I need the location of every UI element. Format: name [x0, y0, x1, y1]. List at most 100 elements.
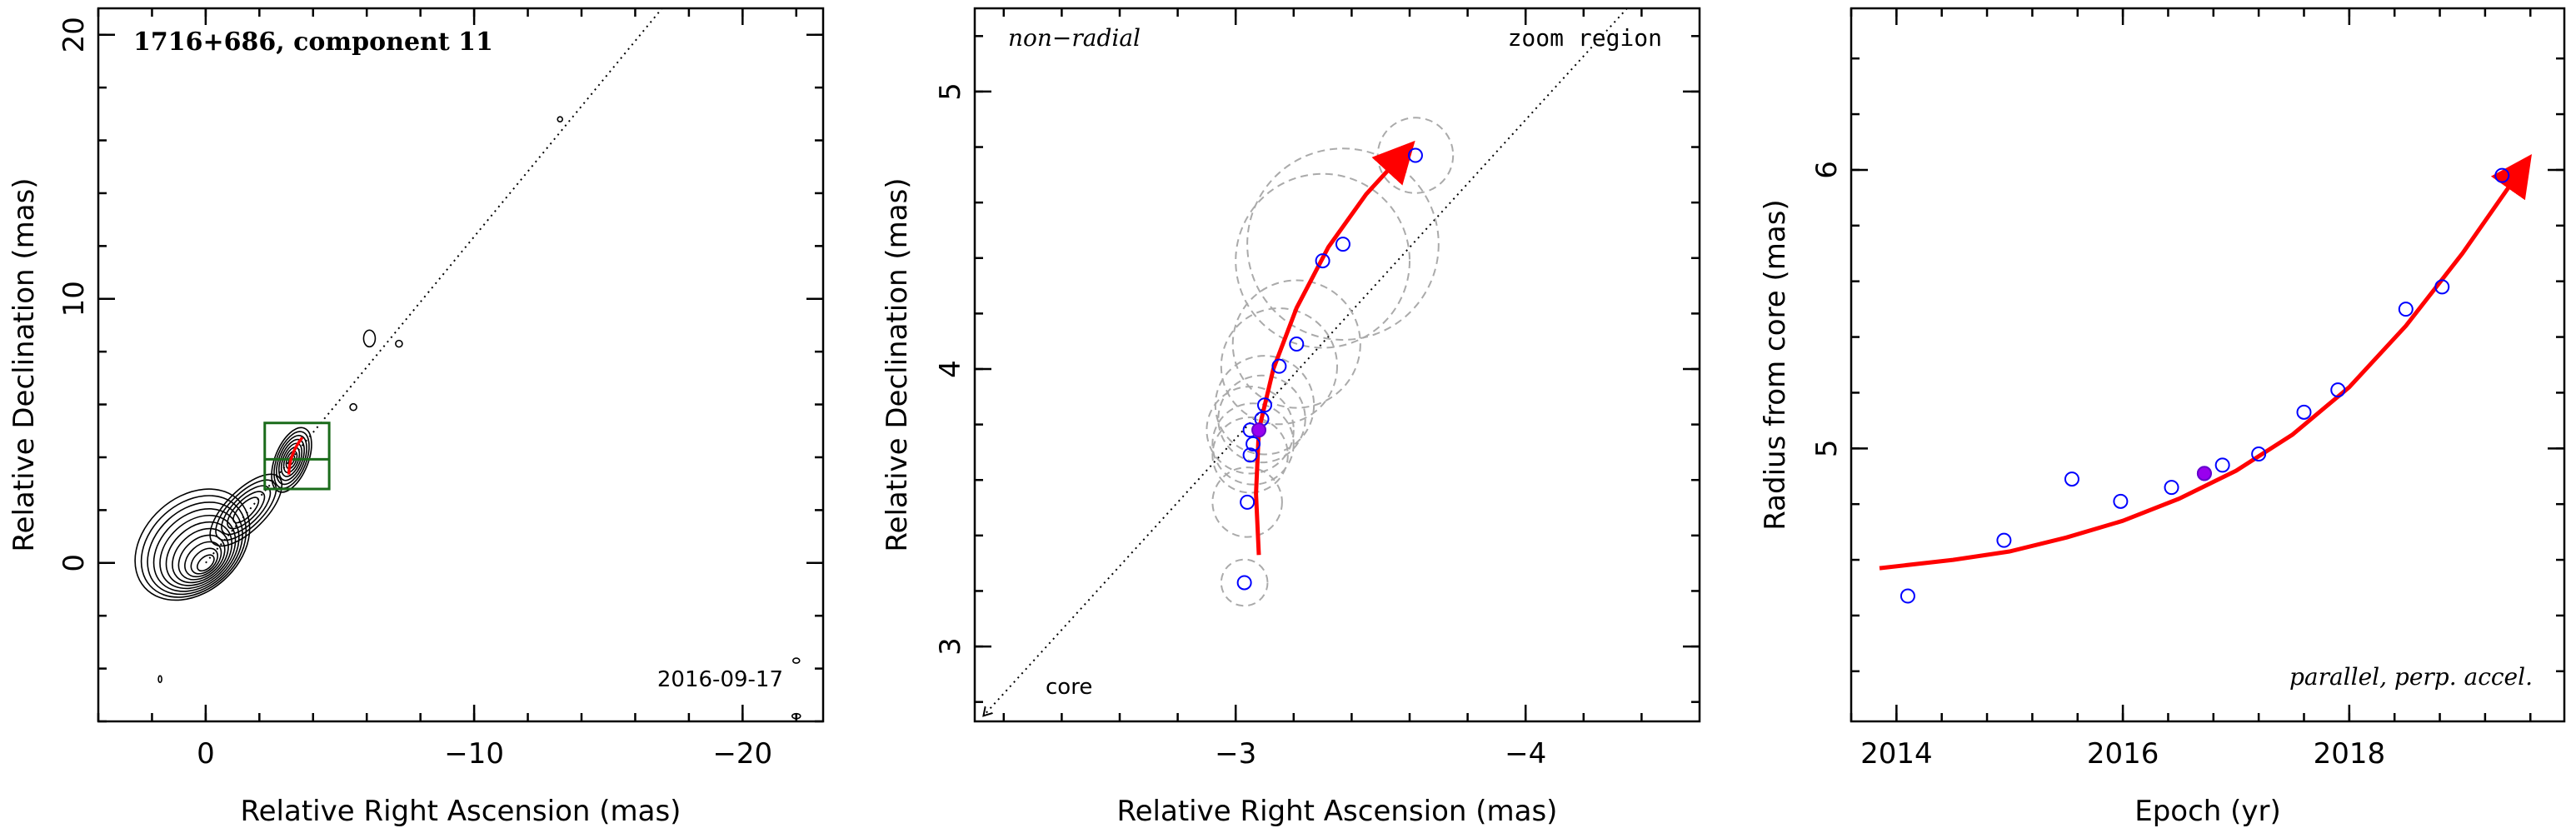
error-circle [1206, 386, 1295, 475]
core-contour [159, 514, 237, 590]
outlying-contour [349, 402, 357, 412]
outlying-contour [557, 116, 564, 122]
panel-1-x-tick-label: 0 [197, 737, 215, 771]
core-contour [134, 488, 251, 601]
core-contour [172, 527, 229, 584]
data-point [2330, 382, 2346, 398]
data-point [1240, 494, 1256, 510]
zoom-box [263, 421, 331, 491]
panel-2-x-tick-label: −3 [1215, 737, 1256, 771]
panel-1-date-label: 2016-09-17 [657, 667, 783, 692]
jet-contour [221, 485, 272, 536]
panel-1-contour-map: 0 −10 −20 0 10 20 1716+686, component 11 2016… [7, 7, 825, 828]
data-point [2296, 404, 2312, 420]
error-circle [1217, 374, 1306, 464]
core-contour [165, 521, 233, 586]
panel-1-track [287, 436, 304, 475]
jet-contour [227, 491, 266, 530]
jet-contour [232, 496, 260, 524]
panel-3-x-tick-label: 2018 [2314, 737, 2386, 771]
panel-2-annotation-core: core [1046, 675, 1092, 700]
core-contour [197, 554, 215, 572]
data-point [1289, 337, 1305, 352]
panel-3-radius-vs-epoch: 2014 2016 2018 5 6 parallel, perp. accel. Ep… [1759, 7, 2566, 828]
data-point [2494, 167, 2510, 183]
panel-3-x-tick-label: 2014 [1860, 737, 1933, 771]
panel-2-x-tick-label: −4 [1505, 737, 1546, 771]
highlighted-point [1251, 422, 1267, 438]
panel-1-axes: 0 −10 −20 0 10 20 [57, 8, 823, 771]
error-circle [1235, 172, 1410, 349]
panel-3-axes: 2014 2016 2018 5 6 [1810, 8, 2564, 771]
data-point [1236, 575, 1252, 591]
outlying-contour [395, 339, 403, 348]
panel-2-xlabel: Relative Right Ascension (mas) [1117, 795, 1558, 828]
panel-1-frame [97, 7, 825, 723]
data-point [2214, 457, 2230, 473]
panel-2-y-tick-label: 4 [934, 360, 967, 378]
jet-contour [209, 473, 283, 547]
panel-1-xlabel: Relative Right Ascension (mas) [241, 795, 681, 828]
data-point [2164, 480, 2179, 496]
data-point [2398, 302, 2414, 317]
panel-2-axes: −3 −4 3 4 5 [934, 8, 1700, 771]
core-direction-line [983, 7, 1628, 716]
outlying-contour [791, 657, 801, 664]
core-contour [184, 541, 222, 578]
core-contour [147, 501, 243, 596]
panel-1-y-tick-label: 0 [57, 554, 91, 572]
outlying-contour [362, 329, 377, 348]
data-point [2251, 446, 2267, 461]
error-circle [1211, 416, 1289, 494]
panel-2-zoom-scatter: −3 −4 3 4 5 non−radial zoom region core Rela… [881, 7, 1701, 828]
panel-2-frame [973, 7, 1701, 723]
panel-3-annotation: parallel, perp. accel. [2289, 663, 2533, 691]
panel-3-xlabel: Epoch (yr) [2134, 795, 2281, 828]
panel-1-ylabel: Relative Declination (mas) [7, 177, 41, 551]
error-circle [1211, 466, 1283, 538]
panel-1-x-tick-label: −10 [444, 737, 504, 771]
jet-contour [271, 426, 312, 493]
jet-contour [215, 479, 277, 541]
data-point [1271, 358, 1287, 374]
panel-2-marks [983, 7, 1628, 716]
error-circle [1231, 279, 1361, 409]
fit-curve [1879, 154, 2532, 571]
data-point [1315, 253, 1330, 269]
data-point [1407, 147, 1423, 163]
trajectory-track [1254, 140, 1415, 556]
panel-1-contours [134, 7, 801, 720]
panel-3-frame [1850, 7, 2566, 723]
highlighted-point [2196, 466, 2212, 481]
panel-1-x-tick-label: −20 [712, 737, 772, 771]
panel-3-y-tick-label: 6 [1810, 161, 1844, 179]
panel-2-annotation-nonradial: non−radial [1008, 24, 1141, 52]
data-point [2064, 471, 2079, 487]
panel-2-y-tick-label: 5 [934, 82, 967, 101]
panel-3-y-tick-label: 5 [1810, 439, 1844, 457]
error-circle [1376, 117, 1455, 194]
data-point [1900, 588, 1915, 604]
error-circle [1211, 402, 1295, 486]
panel-3-ylabel: Radius from core (mas) [1759, 199, 1792, 530]
panel-2-y-tick-label: 3 [934, 637, 967, 656]
data-point [1335, 237, 1350, 252]
panel-2-annotation-zoom-region: zoom region [1508, 24, 1662, 52]
data-point [1246, 436, 1261, 451]
panel-3-x-tick-label: 2016 [2087, 737, 2159, 771]
data-point [1242, 447, 1258, 463]
data-point [2113, 493, 2129, 509]
data-point [1257, 397, 1272, 413]
panel-2-ylabel: Relative Declination (mas) [881, 177, 914, 551]
data-point [1996, 532, 2012, 548]
error-circle [1220, 307, 1339, 426]
error-circle [1246, 147, 1440, 341]
data-point [2434, 279, 2450, 295]
outlying-contour [157, 675, 162, 684]
core-contour [190, 547, 219, 575]
core-contour [140, 495, 247, 598]
panel-1-title: 1716+686, component 11 [133, 27, 493, 57]
panel-1-y-tick-label: 10 [57, 281, 91, 317]
core-contour [152, 508, 240, 592]
